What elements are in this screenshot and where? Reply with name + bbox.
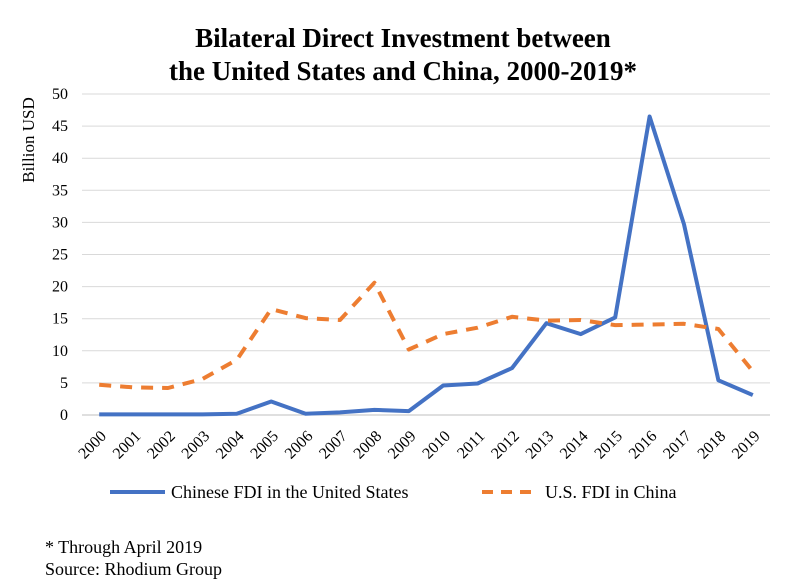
y-tick-label: 35 xyxy=(52,182,68,199)
us-fdi-point-2013 xyxy=(544,319,548,323)
us-fdi-point-2001 xyxy=(132,385,136,389)
y-axis-title: Billion USD xyxy=(19,97,38,183)
us-fdi-point-2008 xyxy=(372,281,376,285)
y-tick-label: 25 xyxy=(52,247,68,264)
y-axis-ticks: 0 5 10 15 20 25 30 35 40 45 50 xyxy=(52,86,68,424)
chinese-fdi-point-2014 xyxy=(579,332,583,336)
x-tick-label: 2001 xyxy=(110,428,145,463)
us-fdi-point-2016 xyxy=(648,322,652,326)
x-tick-label: 2012 xyxy=(488,428,523,463)
y-tick-label: 5 xyxy=(60,375,68,392)
us-fdi-point-2015 xyxy=(613,323,617,327)
us-fdi-point-2012 xyxy=(510,315,514,319)
chinese-fdi-point-2010 xyxy=(441,383,445,387)
x-tick-label: 2003 xyxy=(179,428,214,463)
series-line-us-fdi xyxy=(99,280,755,390)
x-tick-label: 2013 xyxy=(523,428,558,463)
us-fdi-point-2006 xyxy=(304,316,308,320)
us-fdi-point-2010 xyxy=(441,332,445,336)
y-tick-label: 30 xyxy=(52,214,68,231)
x-tick-label: 2015 xyxy=(591,428,626,463)
x-tick-label: 2018 xyxy=(695,428,730,463)
x-tick-label: 2011 xyxy=(454,428,488,462)
x-tick-label: 2014 xyxy=(557,428,592,463)
us-fdi-point-2019 xyxy=(751,369,755,373)
x-tick-label: 2000 xyxy=(75,428,110,463)
x-tick-label: 2007 xyxy=(316,428,351,463)
footnote: * Through April 2019 xyxy=(45,537,202,557)
x-tick-label: 2017 xyxy=(660,428,695,463)
x-axis-ticks: 2000 2001 2002 2003 2004 2005 2006 2007 2008 2009… xyxy=(75,428,763,463)
x-tick-label: 2002 xyxy=(144,428,179,463)
legend-label-chinese-fdi: Chinese FDI in the United States xyxy=(171,482,408,502)
source-note: Source: Rhodium Group xyxy=(45,559,222,579)
us-fdi-point-2014 xyxy=(579,318,583,322)
chinese-fdi-point-2006 xyxy=(304,412,308,416)
chinese-fdi-point-2018 xyxy=(716,378,720,382)
chart-title: Bilateral Direct Investment between xyxy=(195,23,611,53)
us-fdi-point-2011 xyxy=(476,326,480,330)
chinese-fdi-point-2003 xyxy=(200,412,204,416)
legend-label-us-fdi: U.S. FDI in China xyxy=(545,482,677,502)
x-tick-label: 2005 xyxy=(247,428,282,463)
us-fdi-point-2017 xyxy=(682,322,686,326)
chinese-fdi-point-2016 xyxy=(648,114,652,118)
chinese-fdi-point-2002 xyxy=(166,412,170,416)
us-fdi-point-2004 xyxy=(235,358,239,362)
chinese-fdi-point-2009 xyxy=(407,409,411,413)
y-tick-label: 50 xyxy=(52,86,68,103)
y-tick-label: 45 xyxy=(52,118,68,135)
chinese-fdi-point-2005 xyxy=(269,400,273,404)
x-tick-label: 2006 xyxy=(282,428,317,463)
chinese-fdi-point-2011 xyxy=(476,382,480,386)
y-tick-label: 20 xyxy=(52,279,68,296)
chart-title-line-2: the United States and China, 2000-2019* xyxy=(169,56,637,86)
chinese-fdi-point-2017 xyxy=(682,222,686,226)
x-tick-label: 2010 xyxy=(419,428,454,463)
us-fdi-point-2005 xyxy=(269,307,273,311)
x-tick-label: 2019 xyxy=(729,428,764,463)
y-tick-label: 40 xyxy=(52,150,68,167)
y-tick-label: 0 xyxy=(60,407,68,424)
us-fdi-point-2018 xyxy=(716,327,720,331)
chinese-fdi-point-2007 xyxy=(338,410,342,414)
x-tick-label: 2009 xyxy=(385,428,420,463)
chinese-fdi-point-2001 xyxy=(132,412,136,416)
us-fdi-point-2002 xyxy=(166,386,170,390)
chinese-fdi-point-2019 xyxy=(751,393,755,397)
chinese-fdi-point-2012 xyxy=(510,366,514,370)
us-fdi-point-2003 xyxy=(200,377,204,381)
series-line-chinese-fdi xyxy=(99,114,754,417)
us-fdi-point-2009 xyxy=(407,348,411,352)
chinese-fdi-point-2008 xyxy=(372,408,376,412)
x-tick-label: 2016 xyxy=(626,428,661,463)
us-fdi-point-2007 xyxy=(338,318,342,322)
chinese-fdi-point-2004 xyxy=(235,412,239,416)
x-tick-label: 2004 xyxy=(213,428,248,463)
gridlines xyxy=(82,93,770,416)
y-tick-label: 15 xyxy=(52,311,68,328)
series-lines xyxy=(97,114,755,417)
us-fdi-point-2000 xyxy=(97,383,101,387)
x-tick-label: 2008 xyxy=(351,428,386,463)
y-tick-label: 10 xyxy=(52,343,68,360)
chinese-fdi-point-2015 xyxy=(613,315,617,319)
legend: Chinese FDI in the United States U.S. FD… xyxy=(110,482,677,502)
chinese-fdi-point-2000 xyxy=(97,412,101,416)
